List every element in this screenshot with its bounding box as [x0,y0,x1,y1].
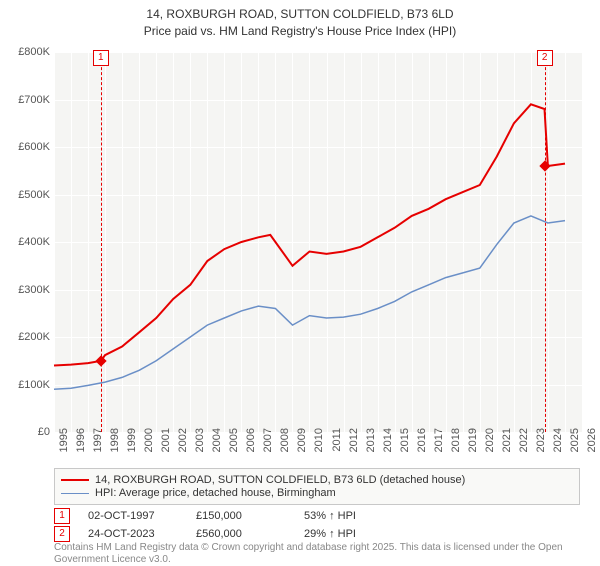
event-price: £560,000 [196,528,286,540]
xtick-label: 2006 [245,428,257,452]
xtick-label: 1996 [75,428,87,452]
series-price_paid [54,104,565,365]
ytick-label: £400K [6,236,50,248]
event-row: 1 02-OCT-1997 £150,000 53% ↑ HPI [54,508,580,524]
ytick-label: £0 [6,426,50,438]
legend-swatch [61,479,89,481]
ytick-label: £100K [6,379,50,391]
xtick-label: 2015 [399,428,411,452]
ytick-label: £700K [6,94,50,106]
xtick-label: 2008 [279,428,291,452]
xtick-label: 2011 [331,428,343,452]
xtick-label: 2009 [296,428,308,452]
legend-label: HPI: Average price, detached house, Birm… [95,487,336,499]
xtick-label: 1998 [109,428,121,452]
event-marker-box: 1 [54,508,70,524]
xtick-label: 2017 [433,428,445,452]
title-block: 14, ROXBURGH ROAD, SUTTON COLDFIELD, B73… [0,0,600,40]
xtick-label: 2019 [467,428,479,452]
xtick-label: 2024 [552,428,564,452]
xtick-label: 1999 [126,428,138,452]
legend-row: 14, ROXBURGH ROAD, SUTTON COLDFIELD, B73… [61,474,573,486]
chart-lines [54,52,582,432]
credits-line1: Contains HM Land Registry data © Crown c… [54,542,397,553]
title-line2: Price paid vs. HM Land Registry's House … [0,23,600,40]
xtick-label: 2020 [484,428,496,452]
xtick-label: 2007 [262,428,274,452]
chart-container: 14, ROXBURGH ROAD, SUTTON COLDFIELD, B73… [0,0,600,560]
xtick-label: 2010 [313,428,325,452]
ytick-label: £500K [6,189,50,201]
chart-area: 12 £0£100K£200K£300K£400K£500K£600K£700K… [54,52,582,432]
ytick-label: £800K [6,46,50,58]
legend: 14, ROXBURGH ROAD, SUTTON COLDFIELD, B73… [54,468,580,505]
series-hpi [54,216,565,389]
xtick-label: 1995 [58,428,70,452]
event-date: 02-OCT-1997 [88,510,178,522]
xtick-label: 2021 [501,428,513,452]
ytick-label: £300K [6,284,50,296]
ytick-label: £200K [6,331,50,343]
xtick-label: 2004 [211,428,223,452]
legend-label: 14, ROXBURGH ROAD, SUTTON COLDFIELD, B73… [95,474,465,486]
xtick-label: 2013 [365,428,377,452]
event-hpi: 53% ↑ HPI [304,510,424,522]
xtick-label: 2016 [416,428,428,452]
legend-row: HPI: Average price, detached house, Birm… [61,487,573,499]
xtick-label: 2005 [228,428,240,452]
title-line1: 14, ROXBURGH ROAD, SUTTON COLDFIELD, B73… [0,6,600,23]
xtick-label: 2023 [535,428,547,452]
event-marker-box: 2 [54,526,70,542]
xtick-label: 2003 [194,428,206,452]
xtick-label: 2001 [160,428,172,452]
event-row: 2 24-OCT-2023 £560,000 29% ↑ HPI [54,526,580,542]
event-hpi: 29% ↑ HPI [304,528,424,540]
credits: Contains HM Land Registry data © Crown c… [54,542,580,566]
gridline-v [582,52,583,432]
xtick-label: 2000 [143,428,155,452]
ytick-label: £600K [6,141,50,153]
xtick-label: 2002 [177,428,189,452]
xtick-label: 2022 [518,428,530,452]
xtick-label: 2025 [569,428,581,452]
xtick-label: 2012 [348,428,360,452]
event-price: £150,000 [196,510,286,522]
xtick-label: 2026 [586,428,598,452]
xtick-label: 2014 [382,428,394,452]
legend-swatch [61,493,89,494]
event-date: 24-OCT-2023 [88,528,178,540]
xtick-label: 1997 [92,428,104,452]
event-table: 1 02-OCT-1997 £150,000 53% ↑ HPI 2 24-OCT-202… [54,506,580,544]
xtick-label: 2018 [450,428,462,452]
